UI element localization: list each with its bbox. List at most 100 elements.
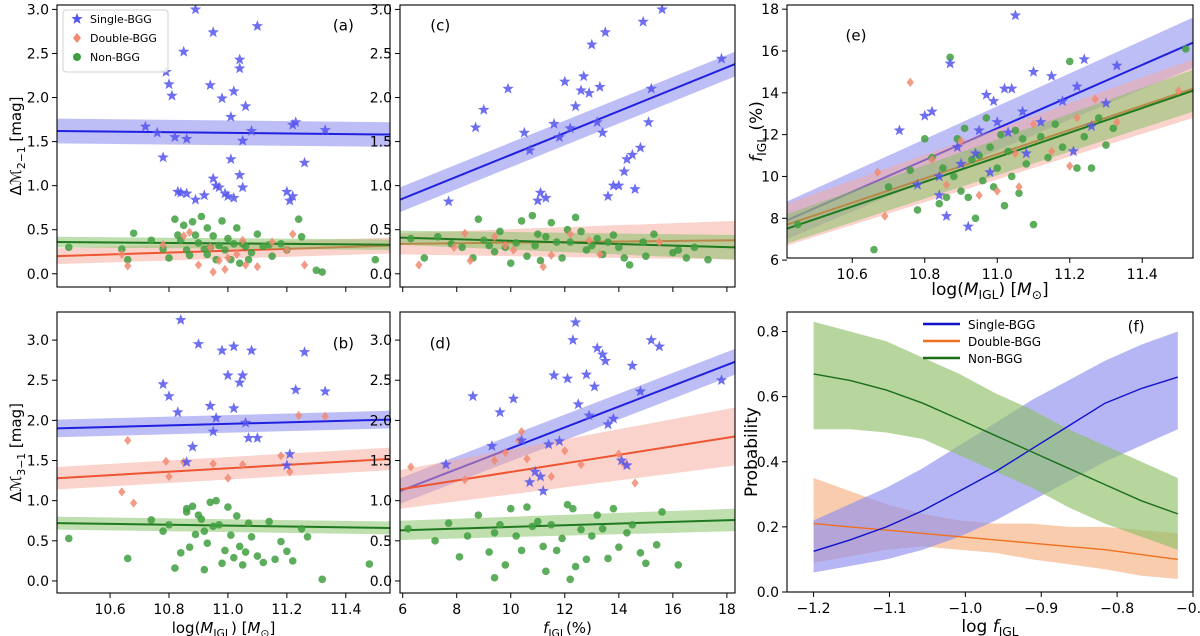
point-non-bgg bbox=[542, 567, 550, 576]
point-single-bgg bbox=[998, 82, 1011, 94]
fit-line-non bbox=[57, 522, 390, 529]
point-non-bgg bbox=[253, 552, 262, 560]
point-double-bgg bbox=[523, 454, 531, 464]
point-non-bgg bbox=[271, 555, 279, 564]
point-single-bgg bbox=[1067, 145, 1080, 157]
point-single-bgg bbox=[319, 385, 331, 397]
point-single-bgg bbox=[715, 374, 728, 386]
point-non-bgg bbox=[517, 546, 526, 555]
point-double-bgg bbox=[585, 235, 593, 245]
point-non-bgg bbox=[533, 230, 542, 238]
xtick-label-d: 18 bbox=[718, 602, 736, 618]
point-single-bgg bbox=[234, 169, 246, 180]
ytick-label-d: 0.0 bbox=[370, 574, 392, 590]
point-non-bgg bbox=[528, 522, 537, 531]
legend-label-single-bgg: Single-BGG bbox=[90, 13, 152, 26]
point-non-bgg bbox=[247, 248, 256, 257]
point-single-bgg bbox=[596, 348, 609, 360]
prob-band-double bbox=[813, 478, 1178, 579]
point-single-bgg bbox=[634, 141, 647, 153]
point-single-bgg bbox=[926, 105, 938, 117]
point-non-bgg bbox=[235, 259, 244, 268]
point-non-bgg bbox=[566, 575, 575, 584]
point-non-bgg bbox=[1065, 57, 1074, 66]
point-non-bgg bbox=[490, 573, 499, 582]
point-non-bgg bbox=[200, 565, 209, 574]
point-single-bgg bbox=[175, 314, 187, 325]
point-non-bgg bbox=[536, 256, 545, 265]
point-non-bgg bbox=[455, 553, 464, 561]
point-non-bgg bbox=[642, 252, 650, 260]
panel-c: 0.0 0.5 1.0 1.5 2.0 2.5 3.0 (c) bbox=[370, 2, 736, 292]
point-double-bgg bbox=[124, 261, 132, 271]
point-single-bgg bbox=[596, 126, 609, 138]
panel-e: 6 8 10 12 14 16 18 10.6 10.8 11.0 11.2 11.4 fIGL (%)… bbox=[747, 2, 1194, 302]
point-single-bgg bbox=[621, 459, 633, 471]
axes-frame-e bbox=[786, 4, 1194, 259]
point-single-bgg bbox=[157, 151, 169, 163]
point-single-bgg bbox=[251, 20, 264, 31]
point-double-bgg bbox=[118, 249, 126, 259]
point-non-bgg bbox=[227, 531, 235, 539]
point-single-bgg bbox=[529, 465, 541, 477]
point-single-bgg bbox=[645, 82, 657, 94]
point-non-bgg bbox=[288, 557, 297, 565]
fit-line-non bbox=[57, 241, 390, 246]
point-single-bgg bbox=[245, 125, 258, 136]
point-non-bgg bbox=[209, 232, 217, 240]
point-single-bgg bbox=[1100, 97, 1112, 109]
point-non-bgg bbox=[794, 220, 802, 229]
point-single-bgg bbox=[542, 438, 555, 450]
point-double-bgg bbox=[566, 229, 574, 239]
point-single-bgg bbox=[919, 109, 931, 121]
legend-label-single-bgg: Single-BGG bbox=[968, 318, 1035, 332]
ytick-label-e: 16 bbox=[761, 44, 779, 60]
point-double-bgg bbox=[407, 462, 415, 472]
point-non-bgg bbox=[997, 130, 1005, 139]
point-double-bgg bbox=[1066, 161, 1074, 171]
point-double-bgg bbox=[286, 467, 294, 477]
point-non-bgg bbox=[517, 217, 526, 225]
point-double-bgg bbox=[283, 245, 291, 255]
point-single-bgg bbox=[245, 344, 258, 356]
point-single-bgg bbox=[163, 78, 175, 90]
point-non-bgg bbox=[458, 243, 466, 252]
point-non-bgg bbox=[558, 534, 566, 543]
point-non-bgg bbox=[188, 502, 197, 511]
point-non-bgg bbox=[1073, 164, 1081, 172]
point-single-bgg bbox=[634, 385, 647, 397]
legend-marker-single-bgg bbox=[71, 13, 83, 24]
point-non-bgg bbox=[563, 500, 572, 509]
point-double-bgg bbox=[238, 235, 247, 245]
point-single-bgg bbox=[1016, 105, 1029, 117]
ytick-label-c: 1.0 bbox=[370, 179, 392, 195]
point-non-bgg bbox=[171, 215, 179, 223]
point-single-bgg bbox=[594, 81, 606, 92]
ytick-label-a: 2.0 bbox=[27, 91, 49, 107]
xtick-label-d: 14 bbox=[610, 602, 628, 618]
point-non-bgg bbox=[297, 232, 306, 241]
point-non-bgg bbox=[539, 542, 547, 551]
point-single-bgg bbox=[973, 124, 985, 136]
point-non-bgg bbox=[294, 215, 303, 223]
point-double-bgg bbox=[215, 255, 223, 266]
point-double-bgg bbox=[224, 473, 232, 483]
y-axis-label-a: Δℳ2−1 [mag] bbox=[7, 97, 28, 196]
point-non-bgg bbox=[147, 236, 156, 245]
point-non-bgg bbox=[206, 498, 215, 507]
point-non-bgg bbox=[1094, 114, 1103, 122]
xtick-label-f: −0.7 bbox=[1176, 601, 1200, 617]
point-single-bgg bbox=[181, 187, 193, 199]
point-non-bgg bbox=[704, 255, 712, 264]
point-single-bgg bbox=[139, 120, 152, 132]
point-single-bgg bbox=[467, 390, 479, 402]
point-non-bgg bbox=[318, 575, 327, 584]
point-single-bgg bbox=[178, 45, 190, 57]
point-single-bgg bbox=[534, 470, 547, 482]
point-single-bgg bbox=[502, 82, 514, 94]
ytick-label-c: 0.5 bbox=[370, 223, 392, 239]
point-double-bgg bbox=[289, 229, 297, 239]
point-non-bgg bbox=[64, 243, 73, 252]
point-double-bgg bbox=[180, 231, 188, 241]
